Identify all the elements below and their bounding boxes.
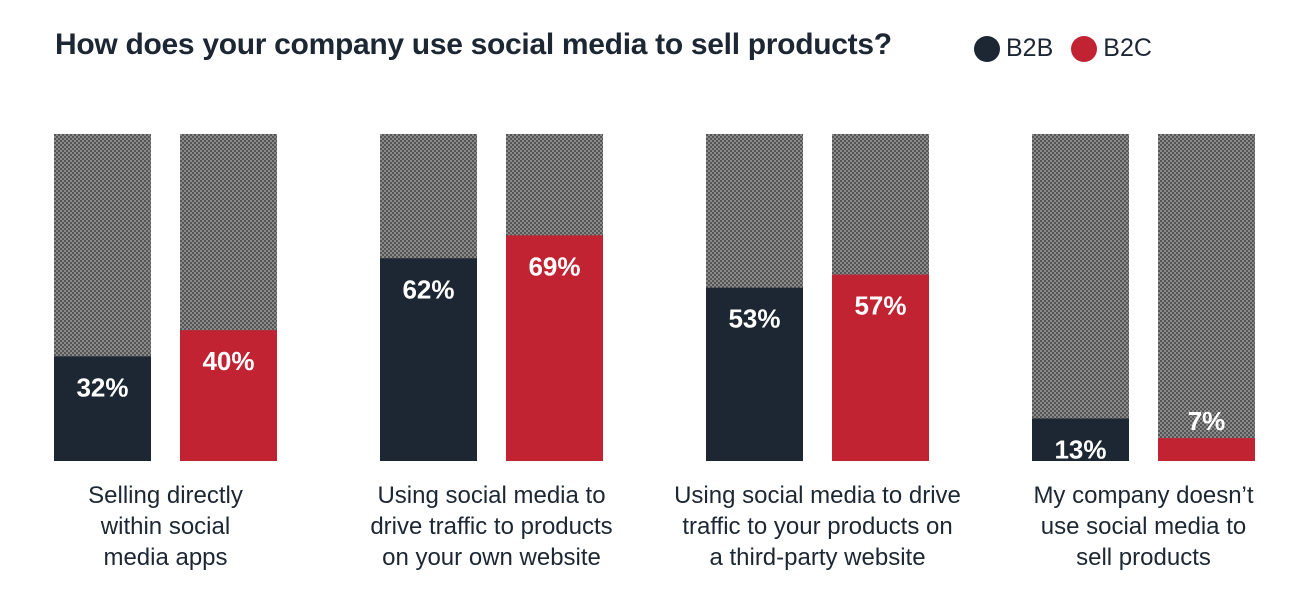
legend-label-b2b: B2B (1006, 34, 1054, 62)
legend-dot-b2c (1071, 35, 1098, 62)
category-label-line: traffic to your products on (682, 513, 953, 540)
data-label: 62% (402, 274, 454, 304)
data-label: 32% (76, 372, 128, 402)
bar-b2c (832, 274, 929, 461)
category-label-line: a third-party website (709, 544, 926, 571)
bar-group-1: 32% 40% (54, 134, 277, 461)
category-label-line: within social (100, 513, 231, 540)
bar-b2b (706, 287, 803, 461)
category-label-line: drive traffic to products (370, 513, 613, 540)
category-label: Using social media to drive traffic to pr… (337, 480, 647, 573)
data-label: 40% (202, 346, 254, 376)
legend-item-b2c: B2C (1071, 34, 1152, 63)
bar-background (1158, 134, 1255, 461)
category-label-line: sell products (1076, 544, 1211, 571)
data-label: 69% (528, 251, 580, 281)
legend-item-b2b: B2B (974, 34, 1053, 63)
category-label: Using social media to drive traffic to yo… (663, 480, 973, 573)
bar-b2b (1032, 418, 1129, 461)
category-label-line: My company doesn’t (1033, 482, 1254, 509)
category-label-line: on your own website (382, 544, 601, 571)
chart-title: How does your company use social media t… (55, 28, 892, 61)
category-label-line: Selling directly (88, 482, 243, 509)
legend-label-b2c: B2C (1103, 34, 1152, 62)
category-label: Selling directly within social media apps (11, 480, 321, 573)
category-label-line: Using social media to drive (674, 482, 961, 509)
bar-group-2: 62% 69% (380, 134, 603, 461)
data-label: 53% (728, 304, 780, 334)
bar-b2c (1158, 438, 1255, 461)
bar-b2c (180, 330, 277, 461)
category-label: My company doesn’t use social media to sel… (989, 480, 1299, 573)
legend: B2B B2C (974, 34, 1152, 63)
category-label-line: Using social media to (377, 482, 606, 509)
bar-group-3: 53% 57% (706, 134, 929, 461)
bar-group-4: 13% 7% (1032, 134, 1255, 464)
bar-background (1032, 134, 1129, 461)
bar-b2c (506, 235, 603, 461)
legend-dot-b2b (974, 35, 1000, 62)
category-label-line: media apps (103, 544, 228, 571)
data-label: 7% (1188, 406, 1226, 436)
bar-b2b (54, 356, 151, 461)
category-label-line: use social media to (1040, 513, 1247, 540)
data-label: 57% (854, 291, 906, 321)
bar-b2b (380, 258, 477, 461)
data-label: 13% (1054, 434, 1106, 464)
